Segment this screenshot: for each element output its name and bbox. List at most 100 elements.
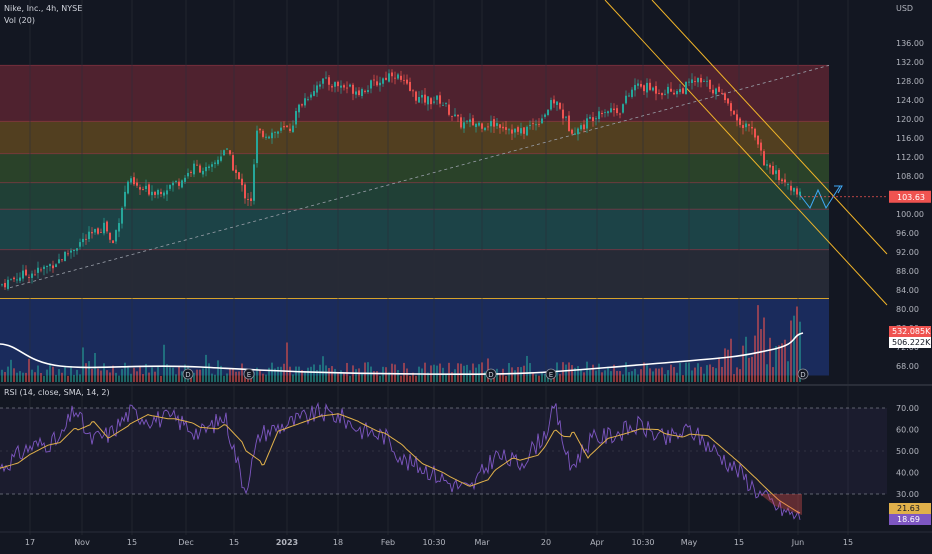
candle-body	[622, 104, 624, 113]
price-axis-tick: 68.00	[896, 362, 919, 371]
volume-bar	[97, 368, 99, 382]
volume-bar	[325, 365, 327, 382]
volume-bar	[784, 339, 786, 382]
volume-bar	[760, 329, 762, 382]
volume-bar	[583, 372, 585, 382]
volume-bar	[154, 371, 156, 382]
candle-body	[415, 91, 417, 101]
candle-body	[604, 112, 606, 113]
volume-bar	[322, 356, 324, 382]
candle-body	[583, 124, 585, 130]
candle-body	[103, 222, 105, 234]
candle-body	[718, 86, 720, 92]
volume-bar	[208, 363, 210, 382]
candle-body	[382, 78, 384, 84]
candle-body	[151, 191, 153, 196]
candle-body	[793, 187, 795, 192]
volume-bar	[787, 361, 789, 382]
event-marker-label: E	[247, 371, 251, 379]
volume-bar	[10, 359, 12, 382]
candle-body	[598, 111, 600, 120]
price-axis-tick: 132.00	[896, 58, 924, 67]
volume-bar	[82, 347, 84, 382]
volume-bar	[514, 370, 516, 382]
volume-bar	[715, 368, 717, 382]
candle-body	[133, 177, 135, 185]
candle-body	[76, 248, 78, 251]
volume-bar	[211, 373, 213, 382]
price-axis-currency: USD	[896, 4, 913, 13]
volume-bar	[751, 356, 753, 382]
candle-body	[547, 109, 549, 115]
price-axis-tick: 88.00	[896, 267, 919, 276]
volume-bar	[445, 373, 447, 382]
volume-bar	[79, 374, 81, 382]
volume-bar	[790, 320, 792, 382]
candle-body	[763, 151, 765, 166]
volume-bar	[217, 360, 219, 382]
candle-body	[691, 79, 693, 83]
volume-bar	[724, 348, 726, 382]
candle-body	[346, 87, 348, 89]
volume-bar	[556, 362, 558, 382]
candle-body	[595, 118, 597, 120]
candle-body	[379, 82, 381, 86]
candle-body	[709, 79, 711, 90]
candle-body	[358, 90, 360, 96]
rsi-ma-label: 21.63	[897, 504, 920, 513]
volume-bar	[778, 345, 780, 382]
volume-bar	[139, 365, 141, 382]
time-axis-tick: 10:30	[422, 538, 445, 547]
volume-bar	[673, 367, 675, 382]
candle-body	[646, 82, 648, 93]
candle-body	[424, 94, 426, 103]
candle-body	[244, 184, 246, 199]
candle-body	[586, 118, 588, 129]
volume-bar	[334, 368, 336, 382]
candle-body	[361, 89, 363, 97]
candle-body	[250, 198, 252, 202]
candle-body	[226, 148, 228, 150]
volume-bar	[31, 369, 33, 382]
volume-bar	[592, 364, 594, 382]
volume-bar	[448, 362, 450, 382]
candle-body	[325, 77, 327, 79]
candle-body	[535, 124, 537, 126]
volume-bar	[517, 367, 519, 382]
candle-body	[490, 120, 492, 127]
candle-body	[580, 125, 582, 130]
volume-bar	[412, 372, 414, 382]
candle-body	[124, 191, 126, 207]
candle-body	[754, 128, 756, 138]
time-axis-tick: Nov	[74, 538, 90, 547]
candle-body	[571, 129, 573, 134]
volume-bar	[214, 374, 216, 382]
candle-body	[676, 91, 678, 95]
candle-body	[61, 259, 63, 261]
fib-band-2	[0, 153, 829, 183]
candle-body	[112, 240, 114, 243]
candle-body	[649, 82, 651, 90]
volume-bar	[199, 369, 201, 382]
time-axis-tick: 20	[541, 538, 551, 547]
volume-bar	[718, 357, 720, 382]
volume-bar	[679, 363, 681, 382]
candle-body	[745, 123, 747, 128]
candle-body	[142, 189, 144, 190]
candle-body	[85, 238, 87, 240]
volume-bar	[691, 370, 693, 382]
volume-bar	[355, 369, 357, 382]
candle-body	[568, 115, 570, 132]
candle-body	[367, 90, 369, 92]
candle-body	[511, 129, 513, 134]
volume-bar	[727, 349, 729, 382]
volume-bar	[397, 370, 399, 382]
volume-bar	[655, 368, 657, 382]
rsi-axis-tick: 40.00	[896, 469, 919, 478]
candle-body	[688, 81, 690, 83]
volume-bar	[76, 369, 78, 382]
candle-body	[472, 118, 474, 126]
volume-bar	[754, 335, 756, 382]
